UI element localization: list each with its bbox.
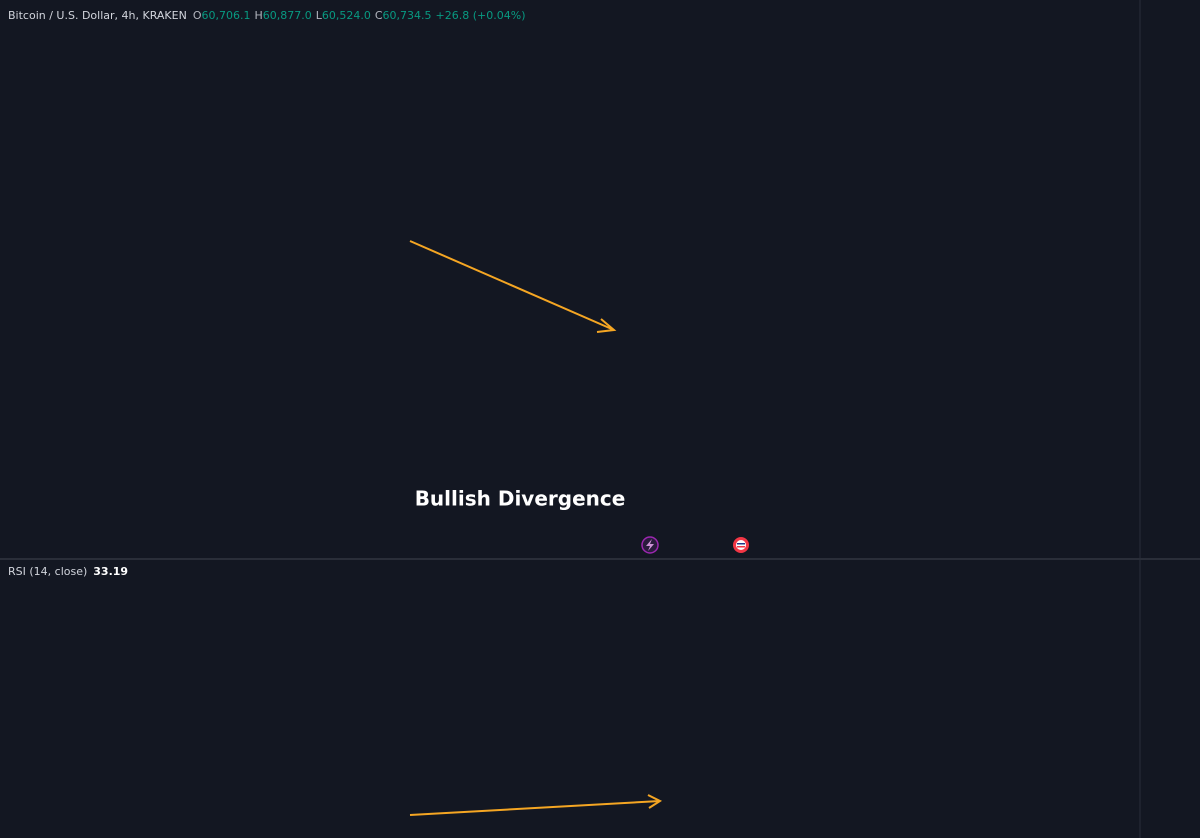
- legend-value: 60,734.5: [383, 9, 432, 22]
- lightning: [646, 539, 654, 551]
- symbol-title: Bitcoin / U.S. Dollar, 4h, KRAKEN: [8, 9, 187, 22]
- legend-value: 60,877.0: [263, 9, 312, 22]
- rsi-value: 33.19: [93, 565, 128, 578]
- arrow-head: [596, 318, 617, 333]
- flag-icon[interactable]: [733, 537, 749, 553]
- legend-key: L: [316, 9, 323, 22]
- arrow-head: [647, 794, 663, 809]
- legend-key: O: [193, 9, 202, 22]
- legend-key: C: [375, 9, 383, 22]
- flag-inner: [736, 540, 746, 550]
- arrow-line: [409, 240, 615, 331]
- rsi-title: RSI (14, close): [8, 565, 87, 578]
- rsi-divergence-arrow: [409, 794, 663, 816]
- price-divergence-arrow: [409, 240, 617, 333]
- legend: Bitcoin / U.S. Dollar, 4h, KRAKEN O60,706…: [8, 9, 525, 22]
- legend-key: H: [254, 9, 262, 22]
- arrow-line: [409, 800, 661, 816]
- rsi-legend: RSI (14, close) 33.19: [8, 565, 128, 578]
- flag-stripe: [737, 546, 745, 548]
- legend-change: +26.8 (+0.04%): [436, 9, 526, 22]
- event-icon[interactable]: [641, 536, 659, 554]
- annotation: Bullish Divergence: [415, 487, 626, 511]
- legend-value: 60,706.1: [201, 9, 250, 22]
- flag-stripe: [737, 543, 745, 545]
- legend-value: 60,524.0: [322, 9, 371, 22]
